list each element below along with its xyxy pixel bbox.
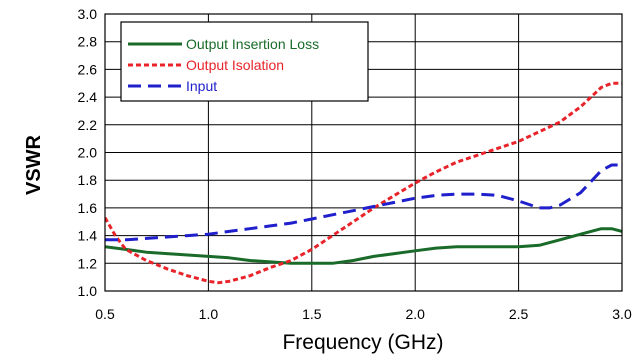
- series-line-output-isolation: [105, 81, 622, 285]
- y-tick-label: 3.0: [78, 6, 98, 22]
- y-tick-label: 2.4: [78, 89, 98, 105]
- series-line-output-insertion-loss: [105, 227, 622, 265]
- x-tick-label: 1.0: [199, 306, 219, 322]
- legend-label: Output Isolation: [186, 57, 284, 73]
- y-tick-label: 2.8: [78, 34, 98, 50]
- x-tick-label: 3.0: [612, 306, 632, 322]
- y-tick-label: 1.2: [78, 255, 98, 271]
- series-line-input: [105, 163, 622, 242]
- y-tick-label: 2.2: [78, 117, 98, 133]
- x-tick-label: 2.5: [509, 306, 529, 322]
- y-tick-label: 1.0: [78, 283, 98, 299]
- x-axis-title: Frequency (GHz): [282, 331, 443, 354]
- y-tick-label: 2.6: [78, 61, 98, 77]
- y-tick-label: 1.8: [78, 172, 98, 188]
- plot-frame: [104, 13, 623, 292]
- x-tick-label: 2.0: [405, 306, 425, 322]
- legend-label: Output Insertion Loss: [186, 36, 319, 52]
- x-tick-label: 0.5: [95, 306, 115, 322]
- series-lines: [105, 81, 622, 285]
- y-tick-label: 1.4: [78, 228, 98, 244]
- legend-label: Input: [186, 78, 217, 94]
- legend-box: [120, 21, 369, 102]
- y-tick-label: 1.6: [78, 200, 98, 216]
- x-tick-label: 1.5: [302, 306, 322, 322]
- tick-labels: 1.0 1.2 1.4 1.6 1.8 2.0 2.2 2.4 2.6 2.8 3.0 0.5 1.0 1…: [78, 6, 632, 322]
- y-axis-title: VSWR: [23, 134, 45, 195]
- legend: Output Insertion Loss Output Isolation Inp…: [120, 21, 369, 102]
- y-tick-label: 2.0: [78, 145, 98, 161]
